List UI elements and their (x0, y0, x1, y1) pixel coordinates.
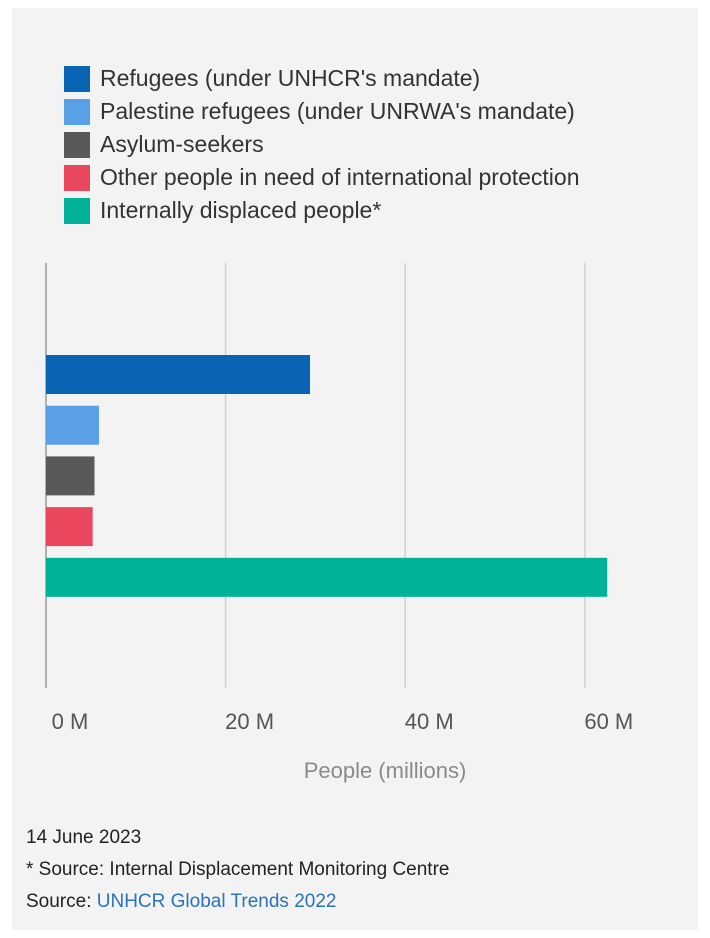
bar (46, 557, 608, 597)
legend-swatch (64, 164, 90, 191)
legend-item: Palestine refugees (under UNRWA's mandat… (64, 95, 580, 128)
chart-footer: 14 June 2023 * Source: Internal Displace… (26, 822, 449, 918)
legend-label: Palestine refugees (under UNRWA's mandat… (100, 98, 575, 124)
footer-note: * Source: Internal Displacement Monitori… (26, 859, 450, 880)
bar (46, 456, 95, 496)
legend-swatch (64, 197, 90, 224)
bar (46, 355, 311, 394)
x-axis-title: People (millions) (304, 758, 467, 783)
bar-chart: 0 M 20 M 40 M 60 M People (millions) (45, 263, 633, 783)
bar (46, 405, 99, 445)
footer-source: Source: UNHCR Global Trends 2022 (26, 886, 449, 918)
legend-item: Asylum-seekers (64, 128, 580, 161)
chart-legend: Refugees (under UNHCR's mandate) Palestin… (64, 62, 580, 227)
legend-label: Asylum-seekers (100, 131, 264, 157)
legend-item: Other people in need of international pr… (64, 161, 580, 194)
legend-item: Refugees (under UNHCR's mandate) (64, 62, 580, 95)
legend-label: Refugees (under UNHCR's mandate) (100, 65, 481, 91)
x-tick-label: 40 M (405, 709, 454, 734)
source-link[interactable]: UNHCR Global Trends 2022 (96, 891, 337, 912)
footer-source-prefix: Source: (26, 891, 97, 912)
x-tick-label: 60 M (584, 709, 633, 734)
bar (46, 507, 93, 547)
x-tick-label: 0 M (52, 709, 89, 734)
legend-label: Other people in need of international pr… (100, 164, 580, 190)
legend-label: Internally displaced people* (100, 197, 382, 223)
legend-swatch (64, 131, 90, 158)
legend-item: Internally displaced people* (64, 194, 580, 227)
footer-date: 14 June 2023 (26, 827, 142, 848)
x-tick-label: 20 M (225, 709, 274, 734)
legend-swatch (64, 98, 90, 125)
legend-swatch (64, 65, 90, 92)
chart-panel (12, 8, 698, 930)
